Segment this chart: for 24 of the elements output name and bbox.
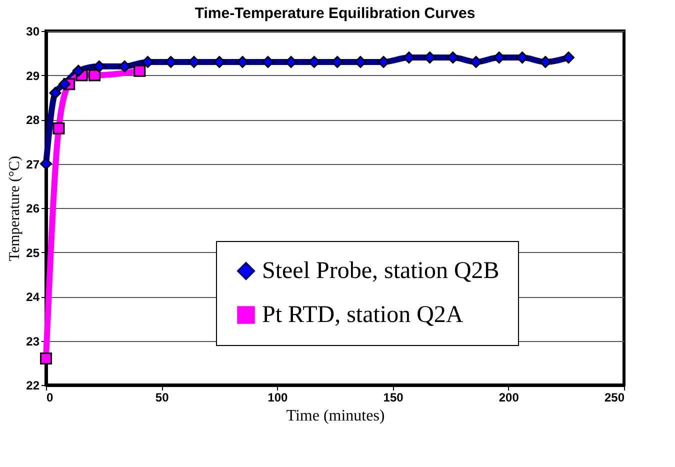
x-tick-label: 50 — [155, 390, 170, 404]
legend-label: Pt RTD, station Q2A — [262, 302, 464, 328]
x-axis-title: Time (minutes) — [286, 408, 385, 424]
y-tick-label: 28 — [26, 113, 40, 127]
y-tick-label: 27 — [26, 157, 40, 172]
x-tick-label: 100 — [268, 390, 288, 404]
point — [52, 122, 65, 134]
x-tick-label: 0 — [46, 390, 54, 404]
point — [88, 69, 101, 82]
y-tick-label: 25 — [26, 246, 40, 260]
legend-label: Steel Probe, station Q2B — [262, 258, 500, 284]
y-axis-title: Temperature (°C) — [7, 156, 24, 262]
x-tick-label: 200 — [498, 390, 520, 404]
x-tick-label: 250 — [604, 390, 625, 404]
y-tick-label: 30 — [26, 24, 40, 38]
point — [134, 64, 146, 77]
x-tick-label: 150 — [383, 390, 404, 404]
y-tick-label: 24 — [26, 290, 40, 304]
y-tick-label: 29 — [26, 68, 40, 83]
y-tick-label: 26 — [26, 202, 40, 216]
y-tick-label: 23 — [26, 334, 40, 348]
point — [40, 352, 52, 364]
y-tick-label: 22 — [26, 378, 40, 392]
chart-title: Time-Temperature Equilibration Curves — [194, 5, 476, 22]
